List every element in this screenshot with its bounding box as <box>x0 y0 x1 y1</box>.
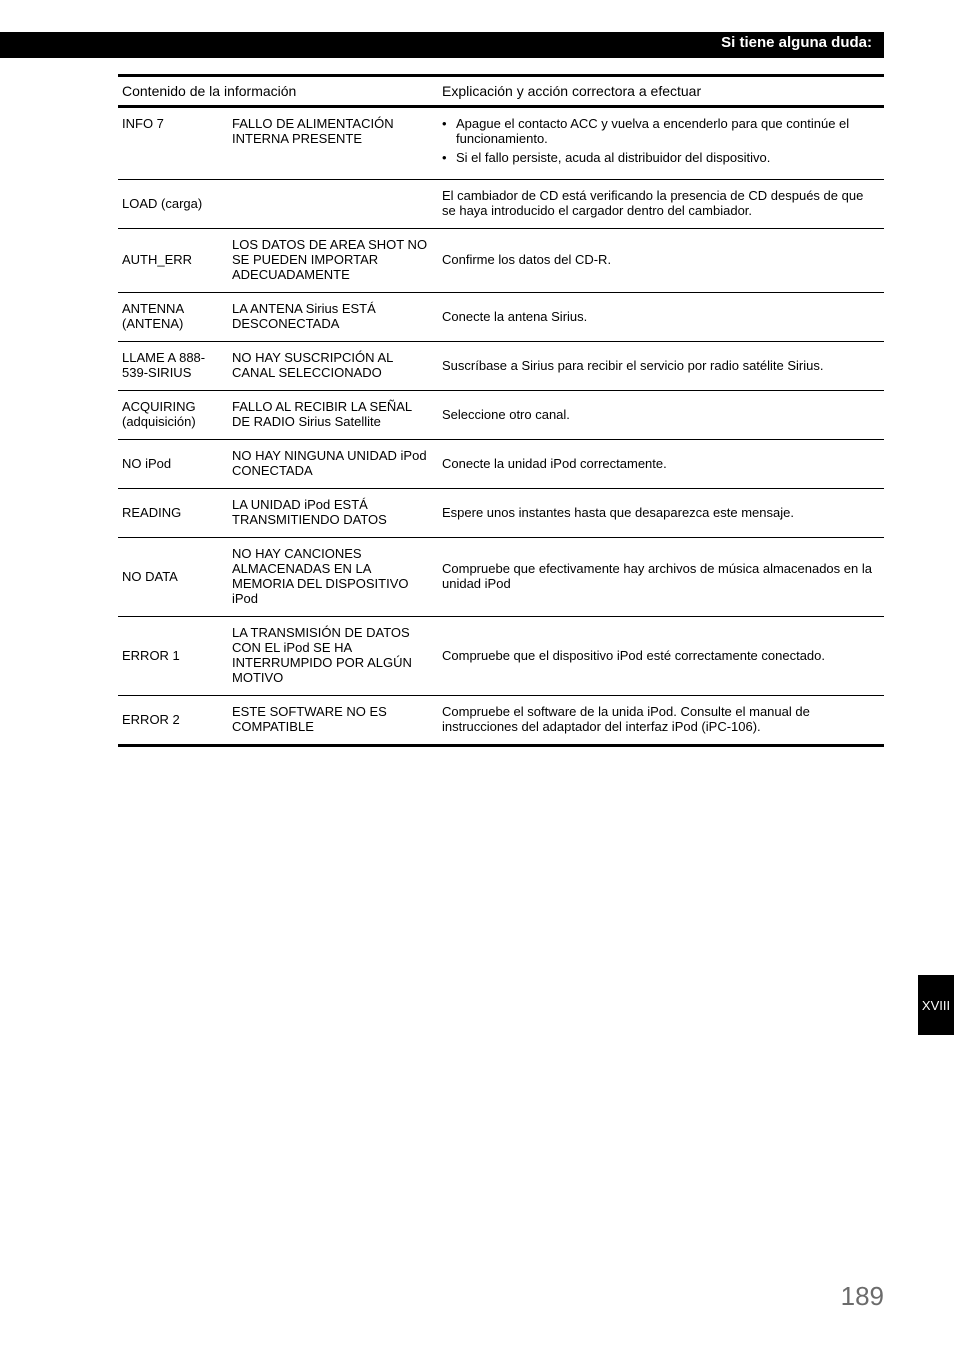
cell-code: INFO 7 <box>118 107 228 180</box>
cell-desc: FALLO AL RECIBIR LA SEÑAL DE RADIO Siriu… <box>228 391 438 440</box>
page-number: 189 <box>841 1281 884 1312</box>
cell-code: LOAD (carga) <box>118 180 228 229</box>
cell-code: ACQUIRING (adquisición) <box>118 391 228 440</box>
header-title: Si tiene alguna duda: <box>721 34 872 51</box>
cell-desc: NO HAY NINGUNA UNIDAD iPod CONECTADA <box>228 440 438 489</box>
cell-desc: LOS DATOS DE AREA SHOT NO SE PUEDEN IMPO… <box>228 229 438 293</box>
cell-action: El cambiador de CD está verificando la p… <box>438 180 884 229</box>
cell-action: Suscríbase a Sirius para recibir el serv… <box>438 342 884 391</box>
cell-desc <box>228 180 438 229</box>
table-row: ERROR 2 ESTE SOFTWARE NO ES COMPATIBLE C… <box>118 696 884 746</box>
page: Si tiene alguna duda: Contenido de la in… <box>0 0 954 1352</box>
side-tab: XVIII <box>918 975 954 1035</box>
table-row: LLAME A 888-539-SIRIUS NO HAY SUSCRIPCIÓ… <box>118 342 884 391</box>
table-row: LOAD (carga) El cambiador de CD está ver… <box>118 180 884 229</box>
cell-code: READING <box>118 489 228 538</box>
bullet-item: Apague el contacto ACC y vuelva a encend… <box>442 116 878 146</box>
cell-desc: FALLO DE ALIMENTACIÓN INTERNA PRESENTE <box>228 107 438 180</box>
col-header-action: Explicación y acción correctora a efectu… <box>438 76 884 107</box>
left-black-bar <box>0 32 100 58</box>
cell-action: Confirme los datos del CD-R. <box>438 229 884 293</box>
cell-code: ERROR 1 <box>118 617 228 696</box>
content-area: Contenido de la información Explicación … <box>118 74 884 747</box>
cell-code: AUTH_ERR <box>118 229 228 293</box>
cell-desc: ESTE SOFTWARE NO ES COMPATIBLE <box>228 696 438 746</box>
bullet-item: Si el fallo persiste, acuda al distribui… <box>442 150 878 165</box>
table-row: ANTENNA (ANTENA) LA ANTENA Sirius ESTÁ D… <box>118 293 884 342</box>
header-bar: Si tiene alguna duda: <box>100 32 884 58</box>
cell-action: Compruebe que el dispositivo iPod esté c… <box>438 617 884 696</box>
cell-desc: LA TRANSMISIÓN DE DATOS CON EL iPod SE H… <box>228 617 438 696</box>
table-row: INFO 7 FALLO DE ALIMENTACIÓN INTERNA PRE… <box>118 107 884 180</box>
table-row: ERROR 1 LA TRANSMISIÓN DE DATOS CON EL i… <box>118 617 884 696</box>
cell-action: Apague el contacto ACC y vuelva a encend… <box>438 107 884 180</box>
cell-action: Seleccione otro canal. <box>438 391 884 440</box>
cell-code: NO iPod <box>118 440 228 489</box>
table-row: NO DATA NO HAY CANCIONES ALMACENADAS EN … <box>118 538 884 617</box>
table-row: AUTH_ERR LOS DATOS DE AREA SHOT NO SE PU… <box>118 229 884 293</box>
cell-action: Conecte la antena Sirius. <box>438 293 884 342</box>
table-row: READING LA UNIDAD iPod ESTÁ TRANSMITIEND… <box>118 489 884 538</box>
info-table: Contenido de la información Explicación … <box>118 74 884 747</box>
cell-code: NO DATA <box>118 538 228 617</box>
table-header-row: Contenido de la información Explicación … <box>118 76 884 107</box>
table-row: ACQUIRING (adquisición) FALLO AL RECIBIR… <box>118 391 884 440</box>
cell-action: Conecte la unidad iPod correctamente. <box>438 440 884 489</box>
cell-desc: NO HAY SUSCRIPCIÓN AL CANAL SELECCIONADO <box>228 342 438 391</box>
col-header-content: Contenido de la información <box>118 76 438 107</box>
cell-code: ANTENNA (ANTENA) <box>118 293 228 342</box>
side-tab-label: XVIII <box>922 998 950 1013</box>
cell-action: Compruebe que efectivamente hay archivos… <box>438 538 884 617</box>
table-row: NO iPod NO HAY NINGUNA UNIDAD iPod CONEC… <box>118 440 884 489</box>
cell-desc: NO HAY CANCIONES ALMACENADAS EN LA MEMOR… <box>228 538 438 617</box>
cell-desc: LA UNIDAD iPod ESTÁ TRANSMITIENDO DATOS <box>228 489 438 538</box>
cell-action: Compruebe el software de la unida iPod. … <box>438 696 884 746</box>
cell-action: Espere unos instantes hasta que desapare… <box>438 489 884 538</box>
cell-code: LLAME A 888-539-SIRIUS <box>118 342 228 391</box>
cell-desc: LA ANTENA Sirius ESTÁ DESCONECTADA <box>228 293 438 342</box>
bullet-list: Apague el contacto ACC y vuelva a encend… <box>442 116 878 165</box>
cell-code: ERROR 2 <box>118 696 228 746</box>
